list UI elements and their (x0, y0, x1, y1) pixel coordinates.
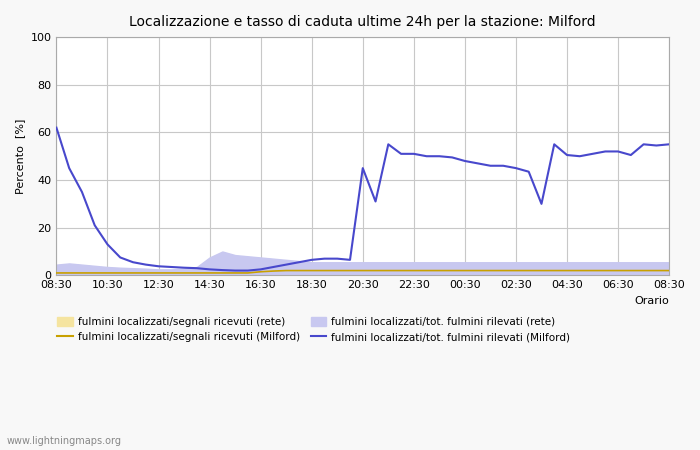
Text: Orario: Orario (634, 296, 669, 306)
Y-axis label: Percento  [%]: Percento [%] (15, 118, 25, 194)
Legend: fulmini localizzati/segnali ricevuti (rete), fulmini localizzati/segnali ricevut: fulmini localizzati/segnali ricevuti (re… (53, 312, 575, 346)
Text: www.lightningmaps.org: www.lightningmaps.org (7, 436, 122, 446)
Title: Localizzazione e tasso di caduta ultime 24h per la stazione: Milford: Localizzazione e tasso di caduta ultime … (130, 15, 596, 29)
